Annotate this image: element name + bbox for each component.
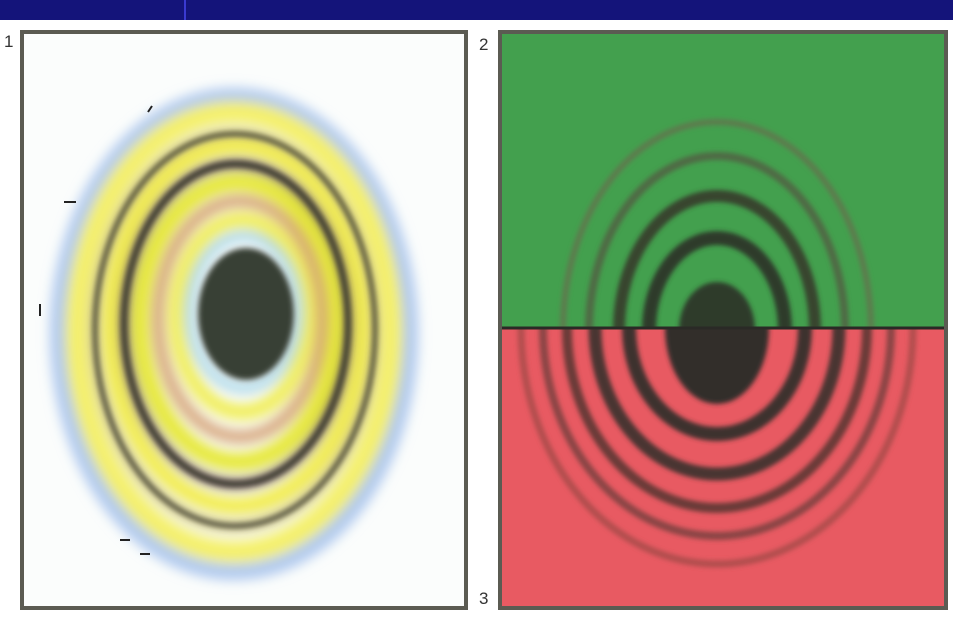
scratch-marks xyxy=(39,105,153,555)
panel-label-3: 3 xyxy=(479,589,489,608)
white-light-rings-panel xyxy=(20,30,468,610)
red-light-half xyxy=(502,328,944,606)
white-light-rings-image xyxy=(24,34,464,606)
monochromatic-rings-panel xyxy=(498,30,948,610)
panel-label-2: 2 xyxy=(479,35,489,54)
title-bar-accent xyxy=(184,0,186,20)
green-light-half xyxy=(502,34,944,328)
slide-title-bar xyxy=(0,0,953,20)
panel-label-1: 1 xyxy=(4,32,14,51)
green-red-rings-image xyxy=(502,34,944,606)
